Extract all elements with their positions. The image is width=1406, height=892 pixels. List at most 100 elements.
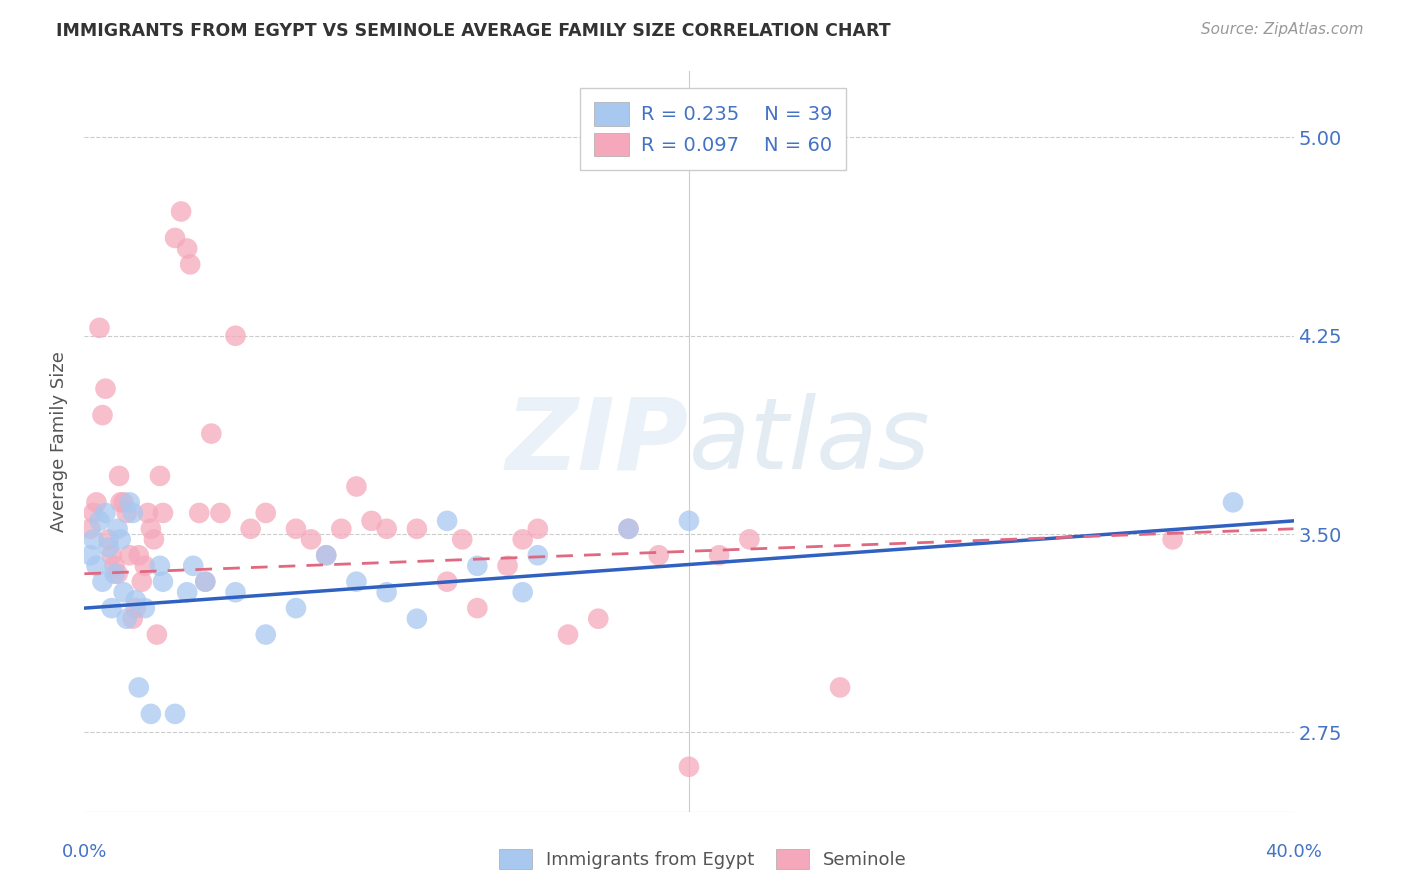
Point [527,548,550,562]
Point [467,601,489,615]
Point [97,541,120,555]
Point [225,328,247,343]
Point [406,522,429,536]
Point [678,760,700,774]
Point [82,506,104,520]
Point [152,574,174,589]
Point [1161,533,1184,547]
Point [112,495,135,509]
Point [165,706,187,721]
Point [118,495,141,509]
Point [285,522,308,536]
Y-axis label: Average Family Size: Average Family Size [49,351,67,532]
Point [648,548,671,562]
Text: atlas: atlas [689,393,931,490]
Text: 40.0%: 40.0% [1265,844,1322,862]
Point [86,495,108,509]
Point [165,231,187,245]
Point [146,627,169,641]
Point [451,533,474,547]
Point [738,533,761,547]
Point [209,506,232,520]
Point [512,585,534,599]
Point [588,612,610,626]
Point [496,558,519,573]
Point [149,469,172,483]
Point [557,627,579,641]
Point [94,506,117,520]
Point [131,574,153,589]
Point [112,585,135,599]
Point [128,548,150,562]
Point [100,601,122,615]
Point [346,574,368,589]
Point [149,558,172,573]
Point [194,574,217,589]
Point [134,601,156,615]
Point [110,495,132,509]
Point [527,522,550,536]
Point [86,558,108,573]
Point [512,533,534,547]
Point [617,522,640,536]
Point [179,257,201,271]
Point [678,514,700,528]
Point [134,558,156,573]
Point [436,574,458,589]
Point [176,242,198,256]
Point [1222,495,1244,509]
Point [107,566,129,581]
Text: ZIP: ZIP [506,393,689,490]
Point [375,522,398,536]
Point [617,522,640,536]
Point [91,574,114,589]
Point [299,533,322,547]
Point [188,506,211,520]
Point [330,522,353,536]
Point [82,533,104,547]
Point [79,522,101,536]
Point [107,522,129,536]
Point [176,585,198,599]
Point [142,533,165,547]
Point [139,706,162,721]
Text: 0.0%: 0.0% [62,844,107,862]
Point [121,506,143,520]
Point [91,408,114,422]
Point [239,522,262,536]
Point [194,574,217,589]
Point [285,601,308,615]
Point [136,506,159,520]
Point [125,593,148,607]
Point [254,506,277,520]
Point [467,558,489,573]
Legend: R = 0.235    N = 39, R = 0.097    N = 60: R = 0.235 N = 39, R = 0.097 N = 60 [581,88,846,170]
Point [254,627,277,641]
Point [315,548,337,562]
Text: IMMIGRANTS FROM EGYPT VS SEMINOLE AVERAGE FAMILY SIZE CORRELATION CHART: IMMIGRANTS FROM EGYPT VS SEMINOLE AVERAG… [56,22,891,40]
Point [104,566,127,581]
Point [436,514,458,528]
Point [128,681,150,695]
Point [97,533,120,547]
Text: Source: ZipAtlas.com: Source: ZipAtlas.com [1201,22,1364,37]
Point [108,469,131,483]
Point [200,426,222,441]
Point [830,681,852,695]
Point [118,548,141,562]
Point [79,548,101,562]
Point [375,585,398,599]
Point [709,548,731,562]
Point [89,321,111,335]
Point [115,612,138,626]
Point [225,585,247,599]
Point [100,548,122,562]
Point [139,522,162,536]
Point [152,506,174,520]
Point [170,204,193,219]
Point [346,479,368,493]
Point [125,601,148,615]
Point [110,533,132,547]
Point [104,558,127,573]
Point [115,506,138,520]
